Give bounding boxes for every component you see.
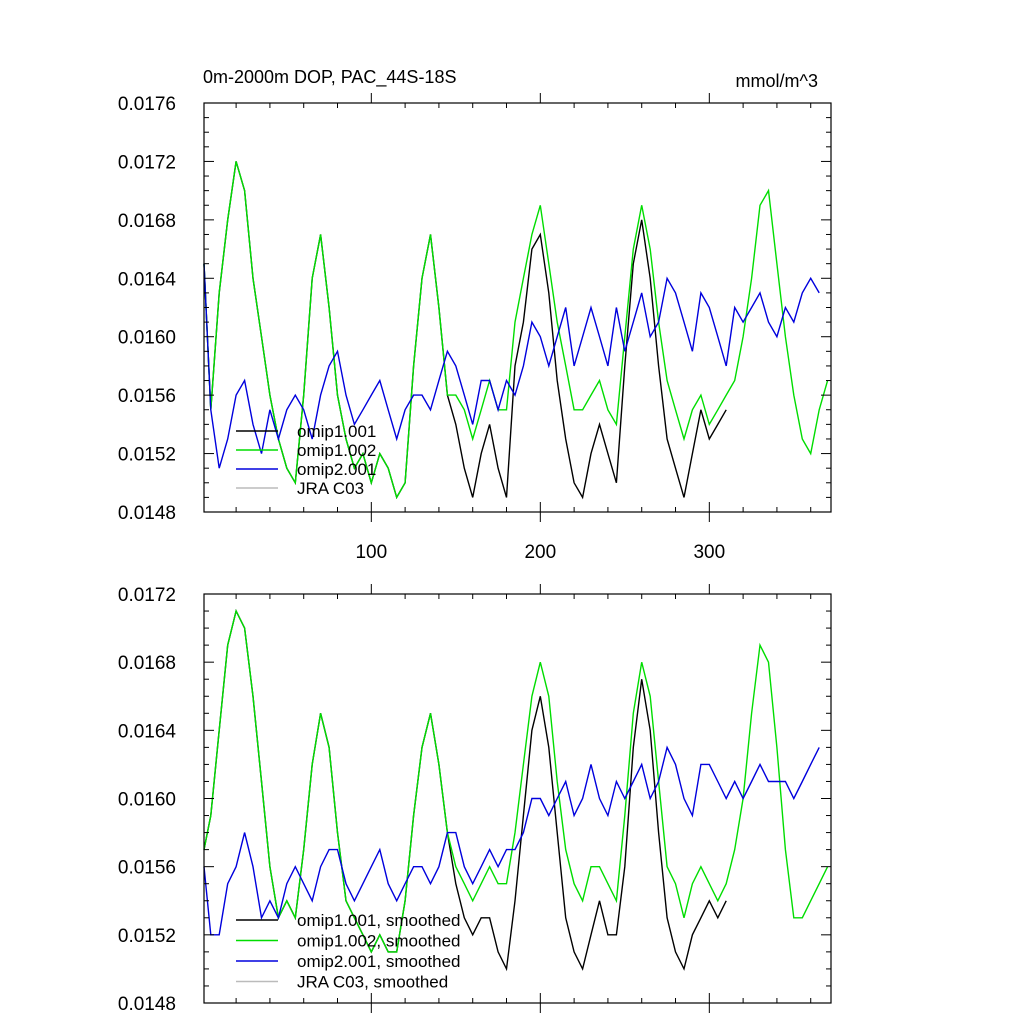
y-tick-label: 0.0156: [118, 858, 176, 879]
y-tick-label: 0.0152: [118, 445, 176, 466]
y-tick-label: 0.0156: [118, 386, 176, 407]
legend-label: omip1.001: [297, 422, 376, 441]
legend-label: JRA C03, smoothed: [297, 973, 448, 992]
legend-label: omip1.002, smoothed: [297, 932, 461, 951]
y-tick-label: 0.0176: [118, 94, 176, 115]
y-tick-label: 0.0160: [118, 328, 176, 349]
y-tick-label: 0.0160: [118, 790, 176, 811]
x-tick-label: 200: [524, 542, 556, 563]
y-tick-label: 0.0148: [118, 503, 176, 524]
series-line-2-2: [203, 608, 829, 954]
y-tick-label: 0.0168: [118, 653, 176, 674]
y-tick-label: 0.0164: [118, 721, 177, 742]
x-tick-label: 300: [693, 542, 725, 563]
legend-label: omip1.002: [297, 441, 376, 460]
series-line-1-3: [203, 263, 820, 469]
y-tick-label: 0.0152: [118, 926, 176, 947]
legend-label: omip2.001, smoothed: [297, 952, 461, 971]
y-tick-label: 0.0164: [118, 269, 177, 290]
panel-1-units: mmol/m^3: [736, 71, 818, 91]
y-tick-label: 0.0172: [118, 152, 176, 173]
y-tick-label: 0.0172: [118, 585, 176, 606]
y-tick-label: 0.0168: [118, 211, 176, 232]
panel-1-title: 0m-2000m DOP, PAC_44S-18S: [203, 67, 456, 88]
x-tick-label: 100: [355, 542, 387, 563]
legend-label: omip2.001: [297, 460, 376, 479]
series-line-1-1: [203, 161, 727, 500]
series-line-1-2: [203, 161, 829, 500]
legend-label: JRA C03: [297, 479, 364, 498]
legend-label: omip1.001, smoothed: [297, 911, 461, 930]
y-tick-label: 0.0148: [118, 994, 176, 1015]
series-line-2-3: [203, 745, 820, 936]
panel-2-plot: 0.0148 0.0152 0.0156 0.0160 0.0164 0.0168 0.01…: [118, 584, 832, 1015]
panel-1-plot: 0.0148 0.0152 0.0156 0.0160 0.0164 0.0168 0.01…: [118, 93, 832, 563]
